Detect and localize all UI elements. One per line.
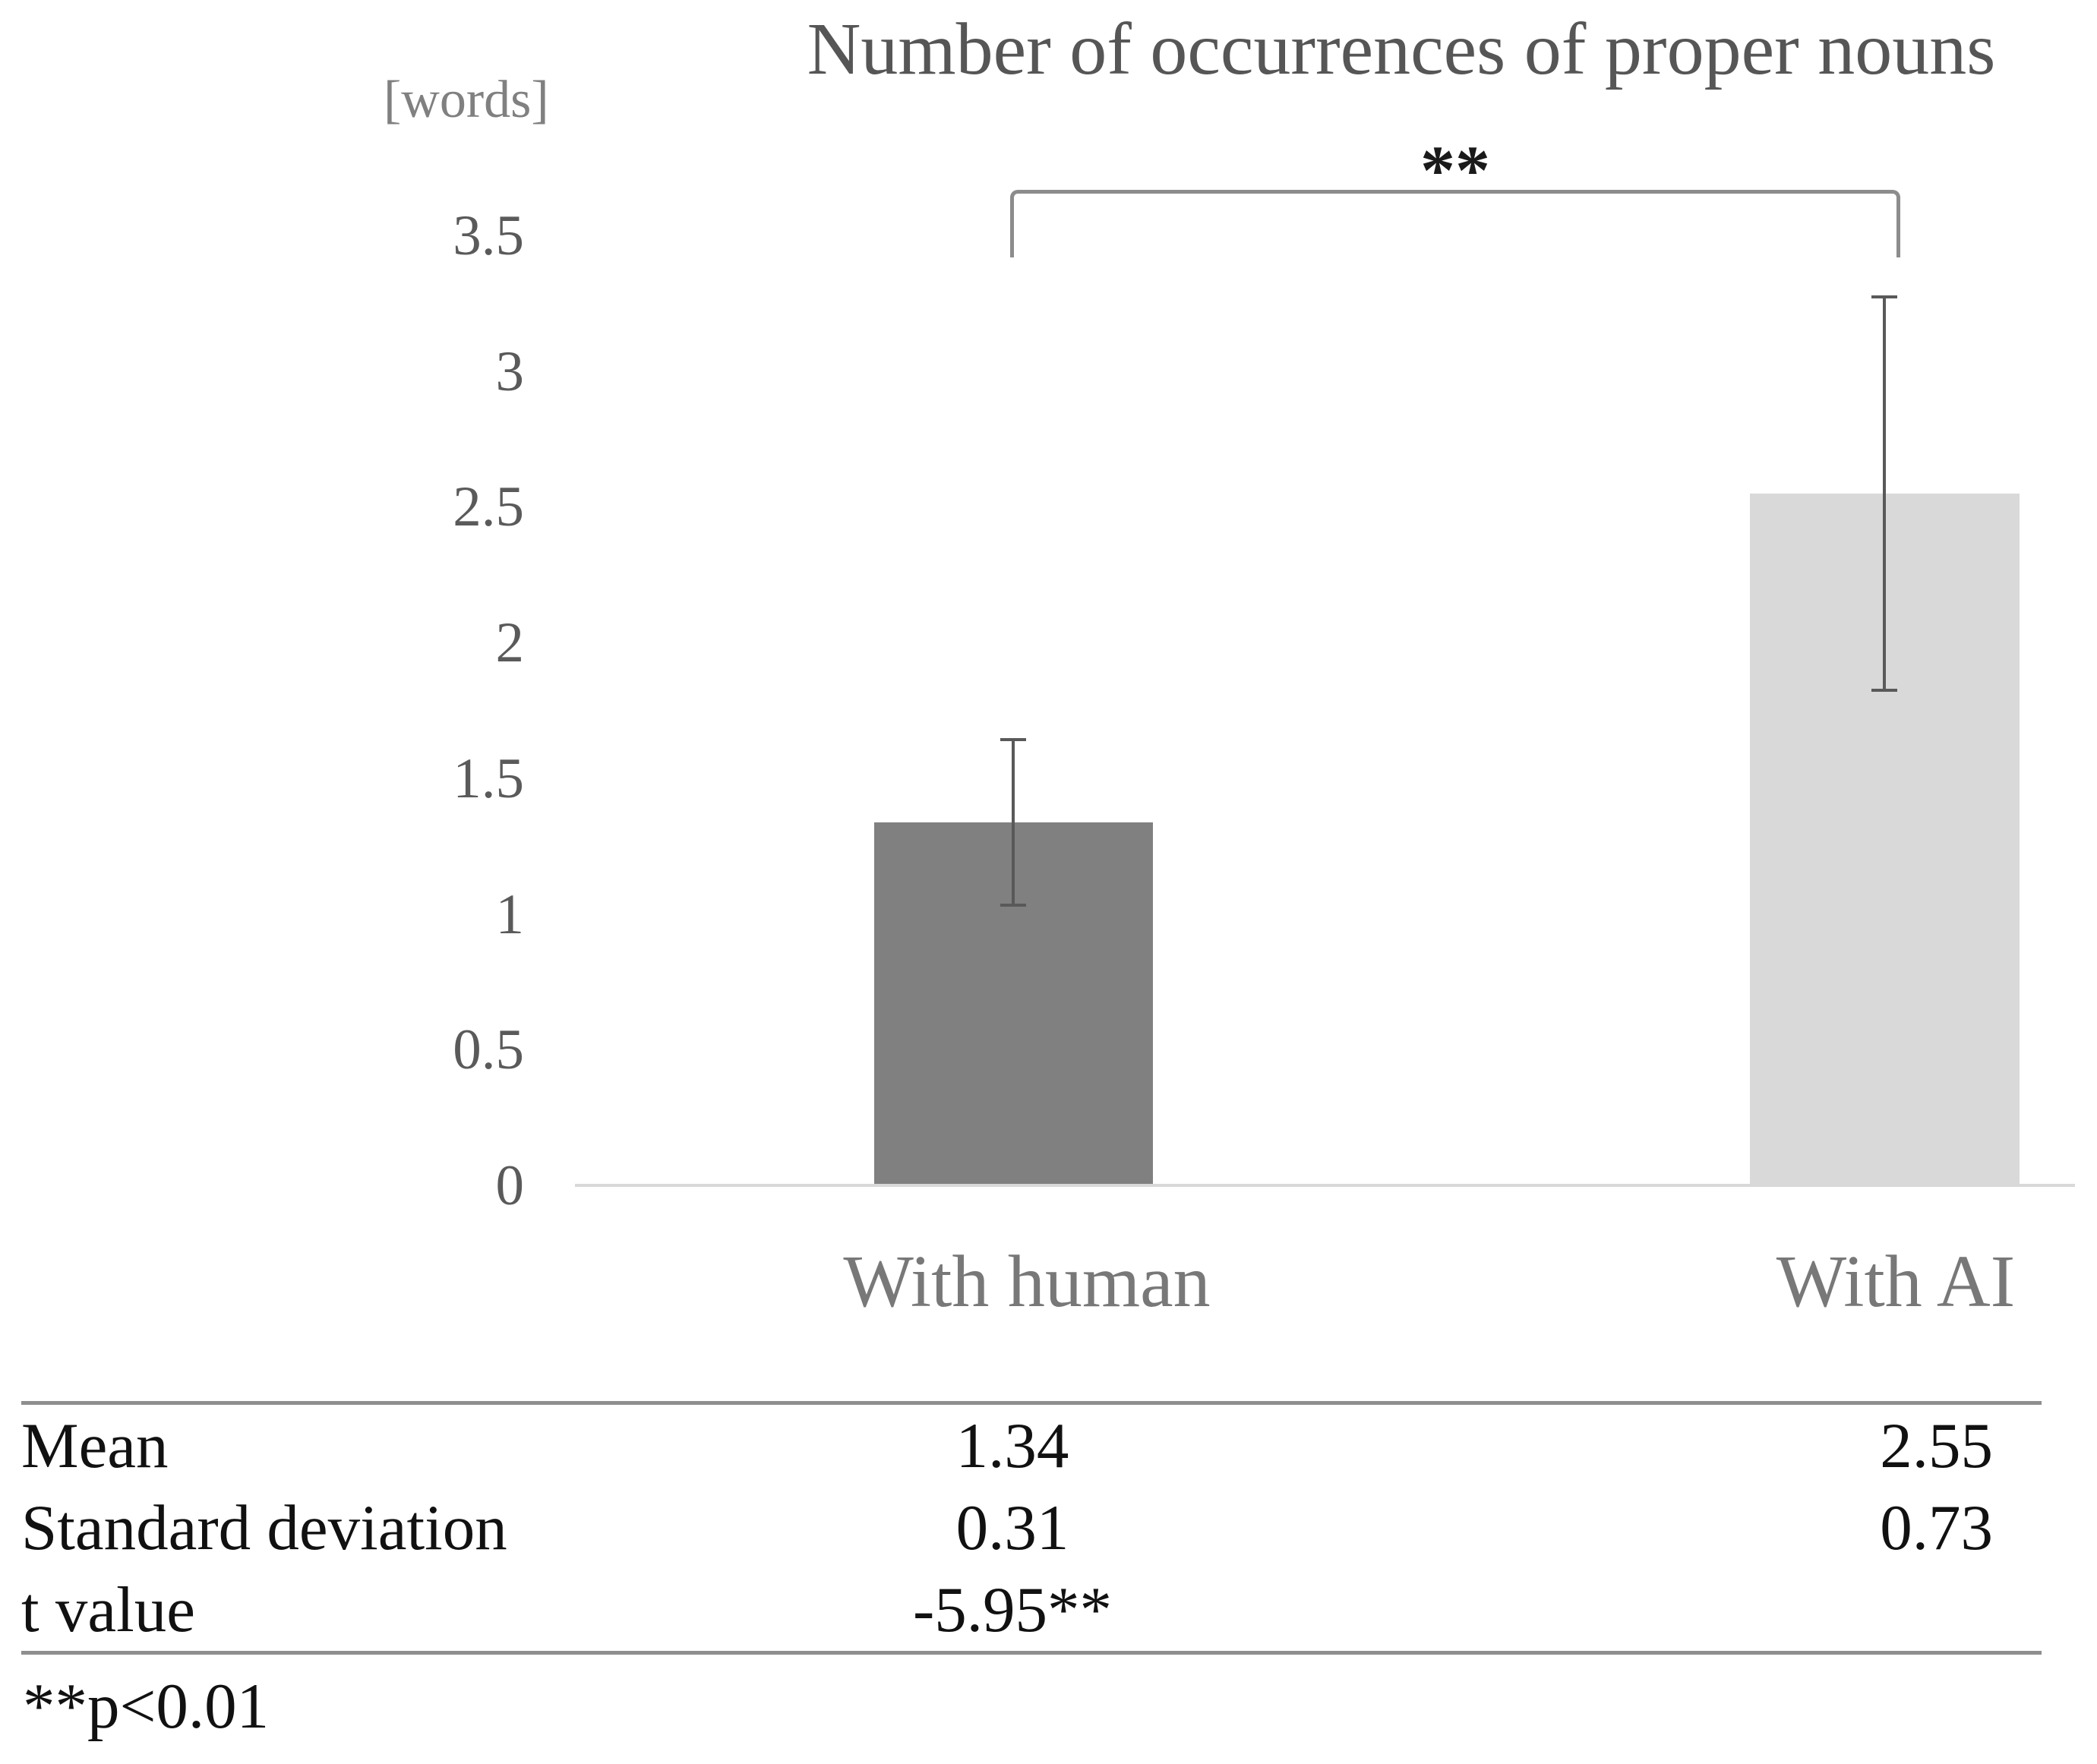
- row-label: t value: [21, 1574, 195, 1646]
- table-footnote: **p<0.01: [23, 1671, 270, 1742]
- table-row-t-value: t value -5.95**: [21, 1569, 2042, 1651]
- y-tick-label: 3: [495, 339, 525, 403]
- chart-title: Number of occurrences of proper nouns: [807, 8, 1996, 90]
- table-row-standard-deviation: Standard deviation 0.31 0.73: [21, 1487, 2042, 1569]
- cell-mean-with-ai: 2.55: [1880, 1410, 1993, 1482]
- cell-t-value: -5.95**: [912, 1574, 1113, 1646]
- y-tick-label: 3.5: [453, 204, 524, 267]
- y-tick-label: 2.5: [453, 475, 524, 539]
- stats-table: Mean 1.34 2.55 Standard deviation 0.31 0…: [21, 1405, 2042, 1651]
- error-bar-cap-top-with-human: [1000, 738, 1026, 742]
- error-bar-cap-bottom-with-ai: [1871, 689, 1897, 693]
- y-tick-label: 2: [495, 611, 525, 674]
- category-label-with-ai: With AI: [1776, 1241, 2016, 1323]
- significance-label: **: [1420, 131, 1490, 209]
- y-tick-label: 0: [495, 1154, 525, 1217]
- y-axis-unit-label: [words]: [384, 71, 549, 129]
- error-bar-with-human: [1012, 738, 1015, 907]
- error-bar-cap-top-with-ai: [1871, 295, 1897, 299]
- category-label-with-human: With human: [843, 1241, 1211, 1323]
- error-bar-cap-bottom-with-human: [1000, 903, 1026, 907]
- cell-sd-with-human: 0.31: [955, 1492, 1069, 1564]
- y-tick-label: 0.5: [453, 1018, 524, 1082]
- table-top-rule: [21, 1401, 2042, 1405]
- x-axis-line: [575, 1184, 2075, 1187]
- cell-mean-with-human: 1.34: [955, 1410, 1069, 1482]
- table-row-mean: Mean 1.34 2.55: [21, 1405, 2042, 1487]
- table-bottom-rule: [21, 1651, 2042, 1655]
- row-label: Standard deviation: [21, 1492, 507, 1564]
- y-tick-label: 1.5: [453, 746, 524, 810]
- y-tick-label: 1: [495, 882, 525, 946]
- cell-sd-with-ai: 0.73: [1880, 1492, 1993, 1564]
- row-label: Mean: [21, 1410, 169, 1482]
- error-bar-with-ai: [1883, 295, 1886, 693]
- significance-bracket: [1010, 190, 1900, 257]
